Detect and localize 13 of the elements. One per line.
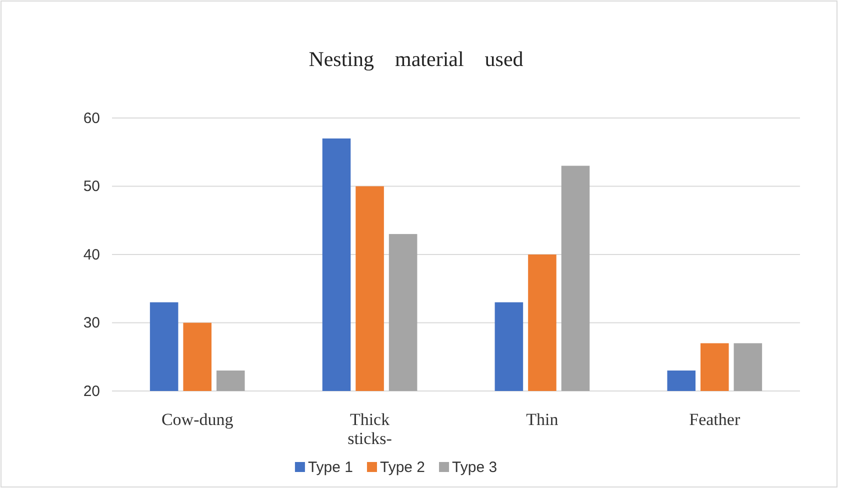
- y-tick-label: 20: [83, 382, 100, 400]
- legend-label: Type 3: [452, 459, 498, 476]
- y-tick-label: 40: [83, 246, 100, 264]
- chart-title: Nesting material used: [308, 47, 524, 71]
- legend-label: Type 2: [380, 459, 426, 476]
- legend-label: Type 1: [308, 459, 353, 476]
- x-tick-label: Thick sticks-: [348, 410, 392, 448]
- x-tick-label: Feather: [689, 410, 740, 429]
- x-tick-label: Thin: [526, 410, 559, 429]
- y-tick-label: 30: [83, 314, 100, 332]
- y-tick-label: 50: [83, 178, 100, 196]
- x-tick-label: Cow-dung: [161, 410, 234, 429]
- y-tick-label: 60: [83, 110, 100, 127]
